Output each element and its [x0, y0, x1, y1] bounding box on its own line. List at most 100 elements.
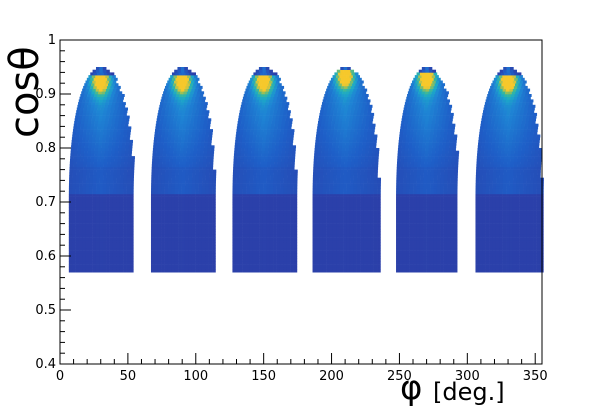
heatmap-bin: [102, 256, 107, 259]
heatmap-bin: [203, 123, 207, 127]
heatmap-bin: [161, 269, 165, 273]
heatmap-bin: [209, 175, 213, 178]
heatmap-bin: [89, 220, 93, 224]
heatmap-bin: [85, 264, 90, 268]
heatmap-bin: [286, 220, 291, 224]
heatmap-bin: [317, 126, 321, 130]
heatmap-bin: [261, 150, 265, 154]
heatmap-bin: [239, 172, 244, 176]
heatmap-bin: [335, 142, 340, 146]
heatmap-bin: [290, 180, 295, 184]
heatmap-bin: [366, 188, 371, 192]
heatmap-bin: [319, 220, 324, 224]
heatmap-bin: [75, 242, 80, 246]
heatmap-bin: [280, 164, 285, 168]
heatmap-bin: [107, 123, 112, 127]
heatmap-bin: [366, 118, 370, 122]
heatmap-bin: [257, 150, 262, 154]
heatmap-bin: [262, 245, 267, 249]
heatmap-bin: [293, 183, 298, 187]
heatmap-bin: [276, 183, 281, 187]
heatmap-bin: [340, 169, 344, 173]
heatmap-bin: [359, 137, 364, 141]
heatmap-bin: [319, 112, 324, 116]
heatmap-bin: [346, 261, 351, 265]
heatmap-bin: [184, 112, 189, 116]
heatmap-bin: [373, 193, 378, 197]
heatmap-bin: [164, 234, 169, 238]
heatmap-bin: [353, 220, 357, 224]
heatmap-bin: [191, 210, 196, 214]
heatmap-bin: [108, 148, 112, 151]
heatmap-bin: [319, 258, 324, 262]
heatmap-bin: [201, 242, 206, 246]
heatmap-bin: [353, 234, 357, 238]
heatmap-bin: [250, 153, 255, 157]
heatmap-bin: [75, 218, 80, 222]
heatmap-bin: [270, 158, 275, 162]
heatmap-bin: [130, 164, 135, 168]
heatmap-bin: [249, 193, 254, 197]
heatmap-bin: [256, 266, 260, 270]
heatmap-bin: [75, 250, 80, 254]
heatmap-bin: [198, 231, 203, 235]
heatmap-bin: [368, 104, 373, 108]
heatmap-bin: [93, 161, 98, 165]
heatmap-bin: [371, 156, 376, 160]
heatmap-bin: [350, 131, 355, 135]
heatmap-bin: [232, 239, 237, 243]
heatmap-bin: [172, 94, 177, 97]
heatmap-bin: [323, 110, 328, 114]
heatmap-bin: [270, 172, 274, 176]
heatmap-bin: [367, 180, 371, 184]
heatmap-bin: [349, 210, 354, 214]
heatmap-bin: [246, 242, 250, 246]
heatmap-bin: [333, 169, 338, 173]
heatmap-bin: [185, 129, 190, 133]
heatmap-bin: [315, 223, 320, 227]
heatmap-bin: [339, 215, 344, 219]
heatmap-bin: [126, 245, 131, 249]
heatmap-bin: [116, 245, 121, 249]
heatmap-bin: [246, 196, 250, 200]
heatmap-bin: [319, 175, 324, 178]
heatmap-bin: [195, 172, 200, 176]
heatmap-bin: [161, 188, 165, 192]
heatmap-bin: [116, 239, 121, 243]
heatmap-bin: [113, 110, 118, 114]
heatmap-bin: [79, 250, 83, 254]
heatmap-bin: [183, 102, 188, 106]
heatmap-bin: [198, 177, 203, 181]
heatmap-bin: [323, 131, 327, 135]
heatmap-bin: [92, 115, 96, 119]
heatmap-bin: [82, 137, 86, 141]
heatmap-bin: [274, 104, 279, 108]
heatmap-bin: [170, 99, 175, 103]
heatmap-bin: [195, 231, 199, 235]
heatmap-bin: [106, 242, 110, 246]
heatmap-bin: [325, 118, 329, 122]
heatmap-bin: [88, 75, 93, 79]
heatmap-bin: [98, 91, 102, 95]
heatmap-bin: [169, 94, 173, 97]
heatmap-bin: [353, 137, 357, 141]
heatmap-bin: [108, 91, 113, 95]
heatmap-bin: [360, 175, 365, 178]
heatmap-bin: [119, 237, 124, 241]
heatmap-bin: [336, 266, 340, 270]
heatmap-bin: [259, 231, 264, 235]
heatmap-bin: [155, 129, 159, 133]
heatmap-bin: [188, 177, 193, 181]
heatmap-bin: [272, 115, 277, 119]
heatmap-bin: [255, 99, 260, 103]
heatmap-bin: [259, 218, 264, 222]
heatmap-bin: [109, 226, 114, 230]
heatmap-bin: [175, 164, 180, 168]
heatmap-bin: [188, 112, 192, 116]
heatmap-bin: [248, 142, 253, 146]
heatmap-bin: [249, 256, 254, 259]
heatmap-bin: [249, 202, 254, 205]
heatmap-bin: [266, 188, 271, 192]
heatmap-bin: [372, 145, 377, 149]
heatmap-bin: [195, 242, 199, 246]
